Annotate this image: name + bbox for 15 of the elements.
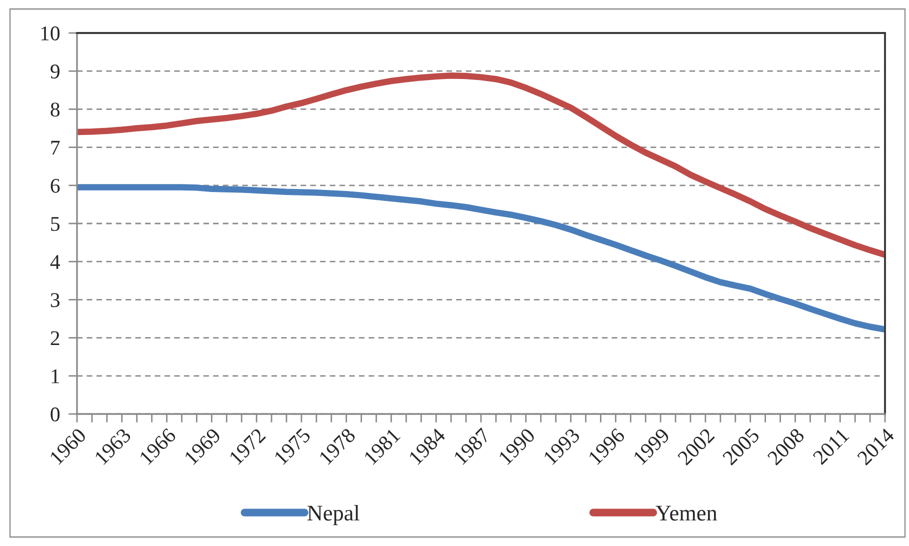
y-tick-label: 1	[52, 369, 60, 384]
y-tick-label: 3	[50, 293, 60, 308]
y-tick-label: 9	[50, 64, 60, 79]
y-tick-label: 8	[50, 102, 60, 117]
legend-label: Yemen	[656, 506, 718, 521]
y-tick-label: 10	[41, 26, 60, 40]
y-tick-label: 6	[50, 178, 60, 193]
y-tick-label: 5	[51, 217, 60, 231]
y-tick-label: 7	[51, 140, 60, 155]
y-tick-label: 2	[50, 331, 60, 346]
y-tick-label: 4	[50, 255, 60, 269]
x-tick-label: 1981	[363, 428, 401, 466]
legend-label: Nepal	[307, 504, 360, 526]
x-tick-label: 2011	[812, 428, 850, 466]
y-tick-label: 0	[50, 407, 60, 422]
